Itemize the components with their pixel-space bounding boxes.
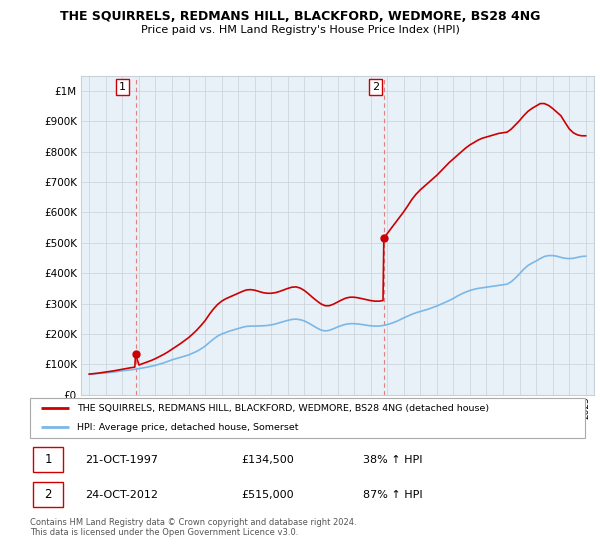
Text: £134,500: £134,500 <box>241 455 293 465</box>
Text: 21-OCT-1997: 21-OCT-1997 <box>86 455 158 465</box>
Text: £515,000: £515,000 <box>241 489 293 500</box>
Text: Price paid vs. HM Land Registry's House Price Index (HPI): Price paid vs. HM Land Registry's House … <box>140 25 460 35</box>
Text: 1: 1 <box>119 82 126 92</box>
Text: THE SQUIRRELS, REDMANS HILL, BLACKFORD, WEDMORE, BS28 4NG (detached house): THE SQUIRRELS, REDMANS HILL, BLACKFORD, … <box>77 404 490 413</box>
Text: 87% ↑ HPI: 87% ↑ HPI <box>363 489 422 500</box>
Text: THE SQUIRRELS, REDMANS HILL, BLACKFORD, WEDMORE, BS28 4NG: THE SQUIRRELS, REDMANS HILL, BLACKFORD, … <box>60 10 540 23</box>
Text: 38% ↑ HPI: 38% ↑ HPI <box>363 455 422 465</box>
FancyBboxPatch shape <box>33 482 64 507</box>
Text: 24-OCT-2012: 24-OCT-2012 <box>86 489 158 500</box>
FancyBboxPatch shape <box>33 447 64 472</box>
Text: 2: 2 <box>372 82 379 92</box>
Text: 2: 2 <box>44 488 52 501</box>
Text: Contains HM Land Registry data © Crown copyright and database right 2024.
This d: Contains HM Land Registry data © Crown c… <box>30 518 356 538</box>
Text: 1: 1 <box>44 453 52 466</box>
Text: HPI: Average price, detached house, Somerset: HPI: Average price, detached house, Some… <box>77 423 299 432</box>
